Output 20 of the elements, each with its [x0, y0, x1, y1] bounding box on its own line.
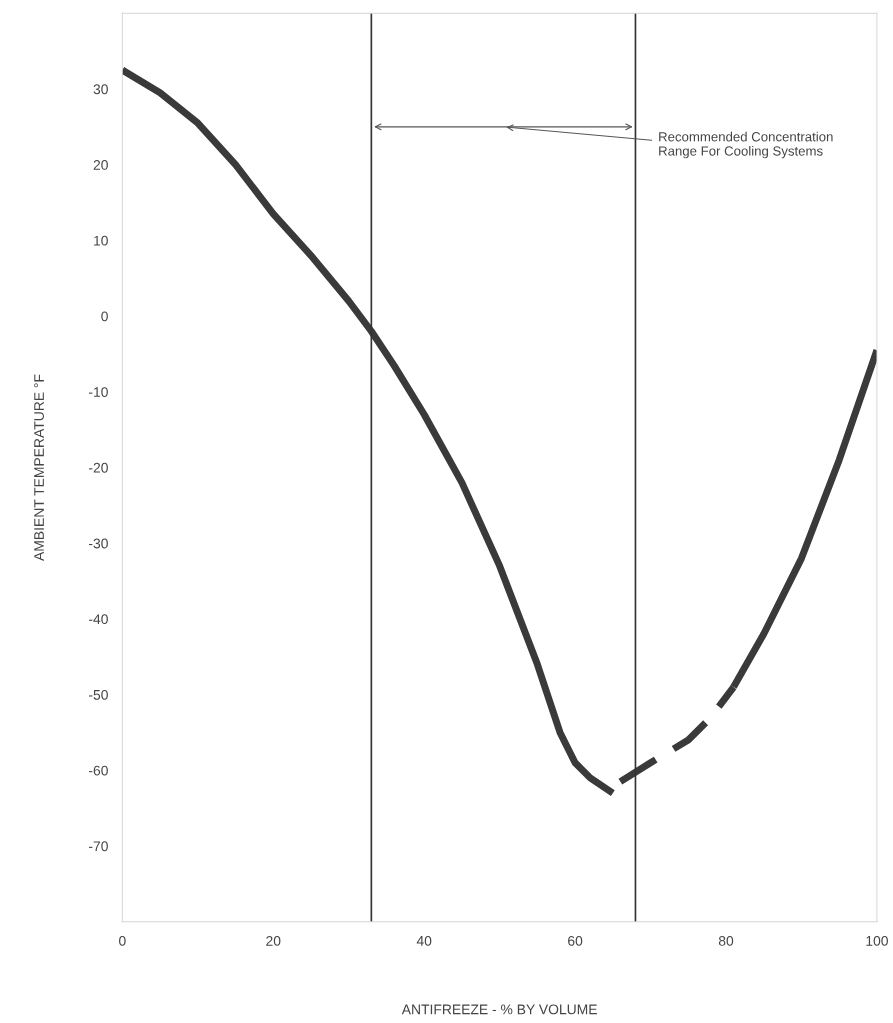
x-tick-label: 0: [119, 935, 126, 946]
y-tick-label: 0: [101, 311, 108, 322]
x-tick-label: 60: [568, 935, 583, 946]
y-tick-label: 10: [94, 235, 108, 246]
y-tick-label: 30: [93, 84, 108, 95]
x-tick-label: 100: [866, 935, 888, 946]
y-tick-label: -70: [89, 841, 108, 852]
x-axis-title: ANTIFREEZE - % BY VOLUME: [401, 1004, 597, 1015]
y-tick-label: -40: [89, 614, 108, 625]
y-tick-label: -60: [89, 765, 108, 776]
y-tick-label: -30: [89, 538, 108, 549]
x-tick-label: 40: [416, 935, 432, 946]
y-tick-label: 20: [93, 160, 108, 170]
y-tick-label: -50: [89, 689, 108, 700]
x-tick-label: 20: [266, 935, 281, 946]
y-axis-title: AMBIENT TEMPERATURE °F: [34, 374, 44, 561]
y-tick-label: -20: [89, 462, 108, 473]
y-tick-label: -10: [89, 387, 108, 397]
x-tick-label: 80: [718, 935, 734, 946]
annotation: Recommended Concentration Range For Cooling Systems: [659, 131, 833, 159]
